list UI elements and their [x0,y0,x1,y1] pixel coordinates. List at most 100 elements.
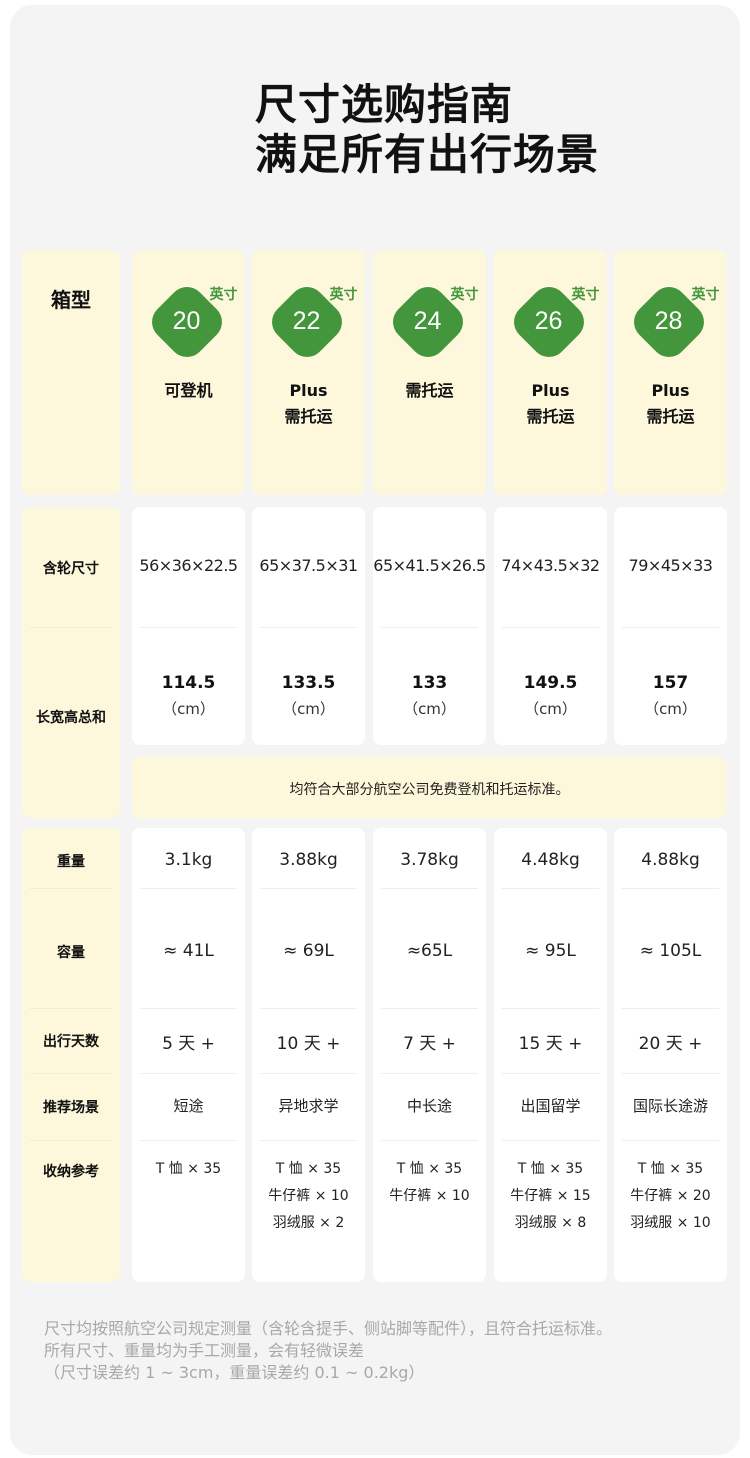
divider [140,1140,237,1141]
divider [502,1073,599,1074]
dimensions-value: 65×41.5×26.5 [373,556,486,575]
divider [260,627,357,628]
packing-item: T 恤 × 35 [275,1161,342,1177]
row-label-packing: 收纳参考 [43,1164,99,1180]
divider [260,1073,357,1074]
title-line1: 尺寸选购指南 [255,80,514,129]
days-value: 7 天 + [403,1034,456,1054]
divider [381,1008,478,1009]
divider [30,888,112,889]
packing-list: T 恤 × 35 牛仔裤 × 15 羽绒服 × 8 [494,1156,607,1237]
divider [622,1140,719,1141]
dimensions-cell [494,507,607,745]
dimensions-cell [132,507,245,745]
sum-value: 149.5 [523,673,578,693]
sum-unit: （cm） [403,700,456,718]
divider [140,627,237,628]
note-text: 均符合大部分航空公司免费登机和托运标准。 [289,782,570,798]
dimensions-value: 79×45×33 [628,556,713,575]
model-label: 可登机 [132,378,245,404]
divider [260,1140,357,1141]
inch-unit: 英寸 [326,283,361,305]
dimensions-value: 74×43.5×32 [501,556,600,575]
row-label-days: 出行天数 [43,1034,99,1050]
scenario-value: 短途 [173,1097,204,1115]
divider [502,627,599,628]
scenario-value: 出国留学 [520,1097,581,1115]
divider [381,1140,478,1141]
inch-unit: 英寸 [688,283,723,305]
divider [381,1073,478,1074]
model-label-line1: 可登机 [164,381,213,400]
capacity-value: ≈ 95L [525,941,576,961]
packing-item: T 恤 × 35 [155,1161,222,1177]
divider [30,1140,112,1141]
model-label-line2: 需托运 [646,407,695,426]
model-label-line1: Plus [289,381,328,400]
sum-unit: （cm） [162,700,215,718]
capacity-value: ≈ 69L [283,941,334,961]
scenario-value: 异地求学 [278,1097,339,1115]
sum-unit: （cm） [644,700,697,718]
divider [260,888,357,889]
note-bar [132,757,727,818]
packing-item: T 恤 × 35 [517,1161,584,1177]
dimensions-cell [614,507,727,745]
packing-item: 羽绒服 × 8 [514,1215,587,1231]
size-number: 24 [413,307,442,335]
capacity-value: ≈ 105L [639,941,702,961]
divider [30,627,112,628]
footer-notes: 尺寸均按照航空公司规定测量（含轮含提手、侧站脚等配件），且符合托运标准。 所有尺… [44,1318,612,1384]
packing-list: T 恤 × 35 牛仔裤 × 20 羽绒服 × 10 [614,1156,727,1237]
footer-line: （尺寸误差约 1 ~ 3cm，重量误差约 0.1 ~ 0.2kg） [44,1363,425,1382]
model-label: Plus 需托运 [614,378,727,430]
specs-cell [252,828,365,1282]
weight-value: 4.48kg [521,850,580,870]
weight-value: 3.78kg [400,850,459,870]
divider [622,888,719,889]
divider [622,627,719,628]
packing-item: 牛仔裤 × 10 [389,1188,470,1204]
divider [502,888,599,889]
specs-cell [132,828,245,1282]
days-value: 20 天 + [638,1034,703,1054]
model-label: Plus 需托运 [252,378,365,430]
divider [502,1140,599,1141]
footer-line: 所有尺寸、重量均为手工测量，会有轻微误差 [44,1341,365,1360]
inch-unit: 英寸 [447,283,482,305]
sum-value: 133 [411,673,448,693]
title-line2: 满足所有出行场景 [255,130,600,179]
days-value: 5 天 + [162,1034,215,1054]
packing-list: T 恤 × 35 牛仔裤 × 10 [373,1156,486,1210]
weight-value: 4.88kg [641,850,700,870]
dimensions-cell [252,507,365,745]
model-label-line1: Plus [531,381,570,400]
scenario-value: 中长途 [406,1097,452,1115]
divider [622,1008,719,1009]
model-label-line2: 需托运 [284,407,333,426]
size-number: 20 [172,307,201,335]
sum-value: 114.5 [161,673,216,693]
capacity-value: ≈65L [406,941,453,961]
row-label-weight: 重量 [57,854,85,870]
packing-item: 羽绒服 × 10 [630,1215,711,1231]
sum-value: 157 [652,673,689,693]
inch-unit: 英寸 [206,283,241,305]
divider [622,1073,719,1074]
divider [140,1008,237,1009]
dimensions-value: 56×36×22.5 [139,556,238,575]
specs-cell [614,828,727,1282]
divider [502,1008,599,1009]
packing-item: T 恤 × 35 [637,1161,704,1177]
sum-unit: （cm） [282,700,335,718]
dimensions-value: 65×37.5×31 [259,556,358,575]
model-label-line2: 需托运 [526,407,575,426]
weight-value: 3.1kg [164,850,213,870]
divider [381,888,478,889]
model-label: 需托运 [373,378,486,404]
days-value: 15 天 + [518,1034,583,1054]
scenario-value: 国际长途游 [632,1097,708,1115]
specs-cell [494,828,607,1282]
packing-list: T 恤 × 35 牛仔裤 × 10 羽绒服 × 2 [252,1156,365,1237]
page-title: 尺寸选购指南 满足所有出行场景 [255,80,599,180]
